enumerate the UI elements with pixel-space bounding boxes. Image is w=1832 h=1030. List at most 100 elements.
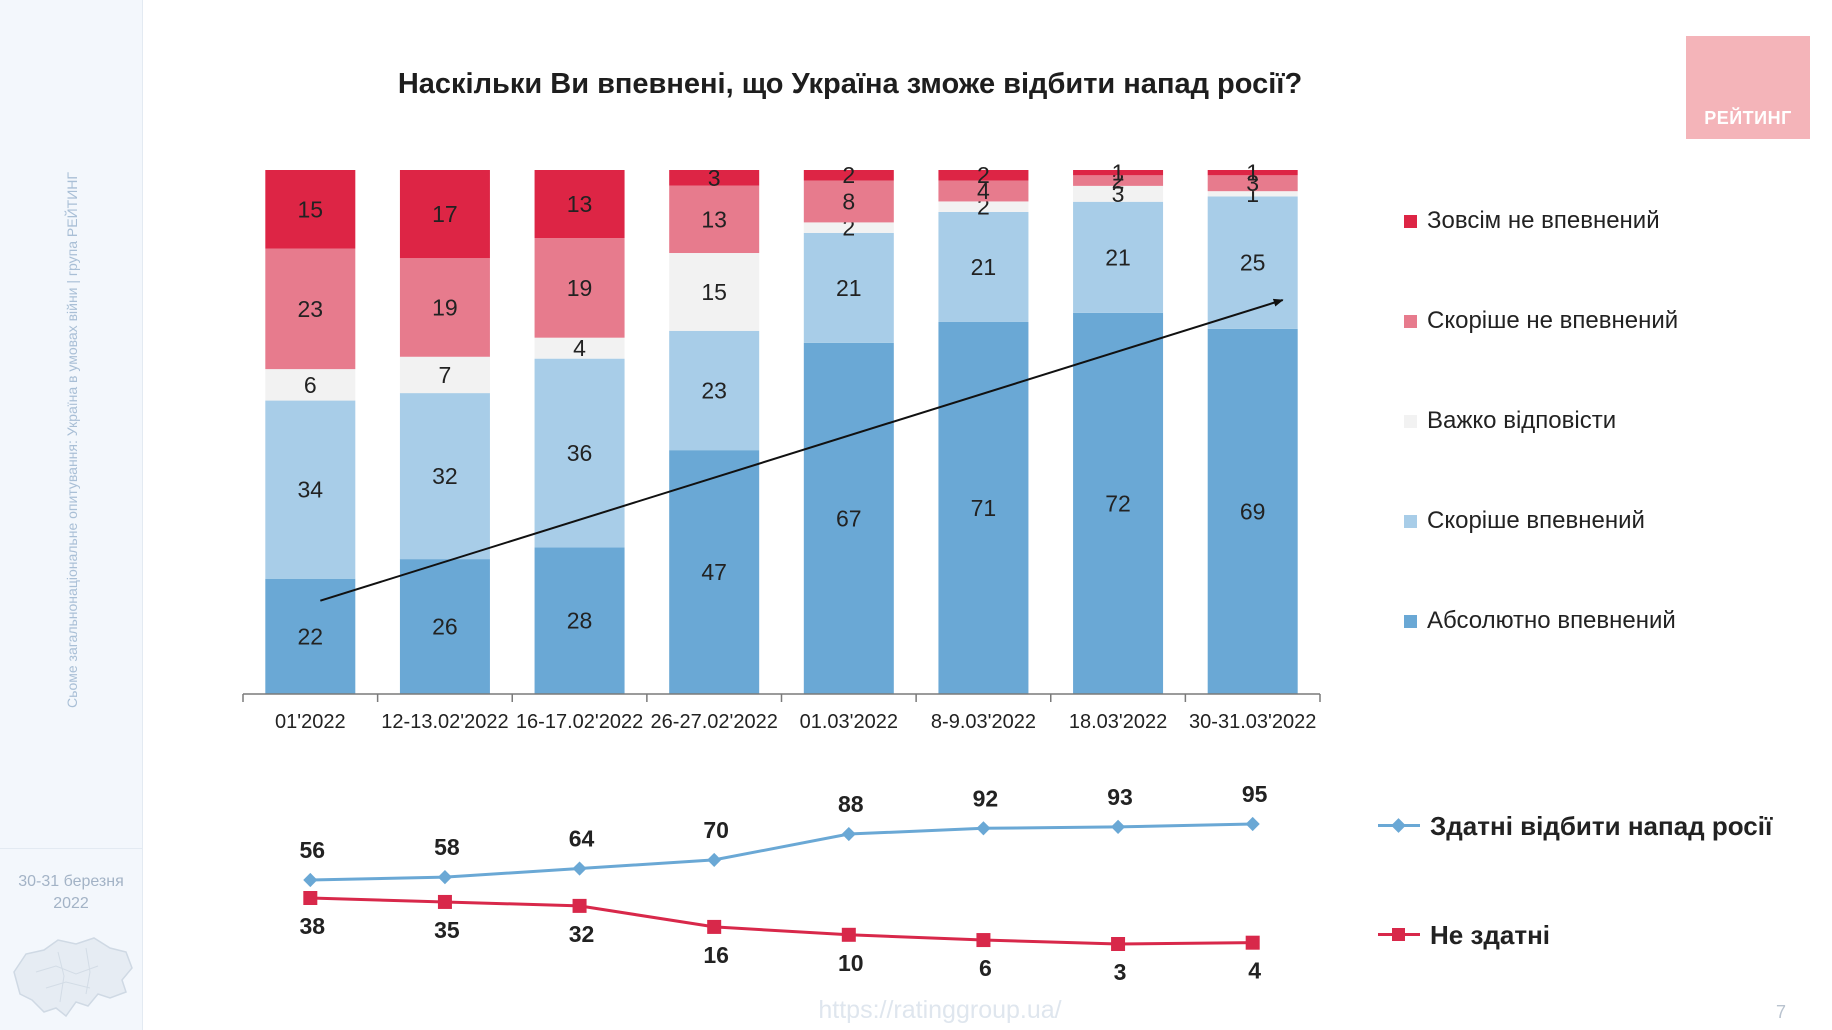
data-point [841,826,856,842]
bar-segment [669,185,760,254]
x-tick-label: 26-27.02'2022 [651,711,778,733]
data-label: 10 [838,950,864,976]
page-number: 7 [1776,1002,1787,1022]
bar-segment [265,400,356,579]
legend-label-able: Здатні відбити напад росії [1430,810,1773,841]
data-point [1245,935,1260,950]
data-label: 95 [1242,781,1268,807]
legend-hard-to-say: Важко відповісти [1404,406,1616,436]
data-point [572,861,587,876]
data-point [1245,816,1260,832]
data-label: 6 [979,955,992,981]
bar-segment [1207,170,1298,176]
x-tick-label: 16-17.02'2022 [516,711,643,733]
legend-able: Здатні відбити напад росії [1378,809,1772,843]
bar-segment [938,180,1029,202]
bar-segment [399,170,490,259]
bar-value-label: 72 [1105,490,1131,516]
bar-value-label: 1 [1246,160,1259,186]
legend-rather-not: Скоріше не впевнений [1404,306,1678,336]
bar-segment [1207,191,1298,197]
data-label: 32 [569,921,595,947]
sidebar: Сьоме загальнонаціональне опитування: Ук… [0,0,143,1030]
chart-title: Наскільки Ви впевнені, що Україна зможе … [397,68,1303,100]
bar-value-label: 19 [432,294,458,320]
bar-value-label: 13 [701,206,727,232]
legend-swatch-rather-confident [1404,514,1417,528]
bar-segment [534,238,625,338]
legend-swatch-not-at-all [1404,214,1417,228]
bar-segment [399,356,490,394]
data-point [303,872,318,888]
bar-segment [265,170,356,249]
bar-value-label: 71 [971,495,997,521]
bar-segment [534,170,625,239]
legend-swatch-rather-not [1404,314,1417,328]
website-link[interactable]: https://ratinggroup.ua/ [818,996,1062,1024]
bar-value-label: 23 [701,377,727,403]
bar-value-label: 3 [1246,170,1259,196]
bar-segment [1073,201,1164,313]
data-point [707,919,722,934]
data-point [707,852,722,867]
data-label: 92 [973,785,999,811]
bar-value-label: 36 [567,440,593,466]
brand-logo-text: РЕЙТИНГ [1704,108,1792,128]
data-point [1110,819,1126,834]
bar-segment [399,258,490,357]
bar-value-label: 47 [701,559,727,585]
legend-rather-confident: Скоріше впевнений [1404,506,1645,536]
bar-value-label: 28 [567,608,593,634]
data-point [1111,937,1126,951]
legend-swatch-hard-to-say [1404,414,1417,428]
data-label: 58 [434,834,460,860]
data-point [976,933,991,948]
bar-segment [938,170,1029,181]
bar-segment [803,232,894,343]
bar-value-label: 3 [1112,181,1125,207]
data-label: 70 [703,817,729,843]
x-tick-label: 01.03'2022 [800,711,898,733]
data-point [303,891,318,905]
sidebar-divider [0,848,142,849]
x-tick-label: 12-13.02'2022 [381,711,508,733]
bar-value-label: 17 [432,201,458,227]
bar-segment [534,358,625,548]
bar-value-label: 32 [432,463,458,489]
x-tick-label: 8-9.03'2022 [931,711,1036,733]
legend-label-hard-to-say: Важко відповісти [1427,407,1617,434]
bar-segment [265,369,356,401]
bar-value-label: 2 [977,162,990,188]
survey-date-line1: 30-31 березня [18,873,124,890]
data-point [572,898,587,913]
bar-value-label: 15 [701,279,727,305]
bar-value-label: 67 [836,505,862,531]
bar-segment [399,559,490,694]
data-point [976,821,991,836]
ukraine-map-icon [13,937,133,1018]
data-label: 16 [703,942,729,968]
bar-value-label: 8 [842,188,855,214]
data-point [437,894,452,909]
survey-date-line2: 2022 [53,895,89,912]
bar-segment [803,222,894,233]
bar-segment [669,253,760,331]
bar-segment [534,547,625,694]
bar-value-label: 69 [1240,498,1266,524]
data-label: 56 [300,837,326,863]
x-tick-label: 30-31.03'2022 [1189,711,1316,733]
bar-segment [803,170,894,181]
data-label: 93 [1107,784,1133,810]
bar-segment [803,180,894,223]
bar-segment [669,330,760,451]
legend-label-not-at-all: Зовсім не впевнений [1427,207,1660,234]
bar-value-label: 4 [573,335,586,361]
data-point [841,927,856,942]
bar-segment [803,342,894,694]
legend-abs-confident: Абсолютно впевнений [1404,606,1676,636]
data-label: 64 [569,826,595,852]
bar-segment [669,170,760,186]
bar-value-label: 26 [432,614,458,640]
bar-value-label: 34 [298,477,324,503]
